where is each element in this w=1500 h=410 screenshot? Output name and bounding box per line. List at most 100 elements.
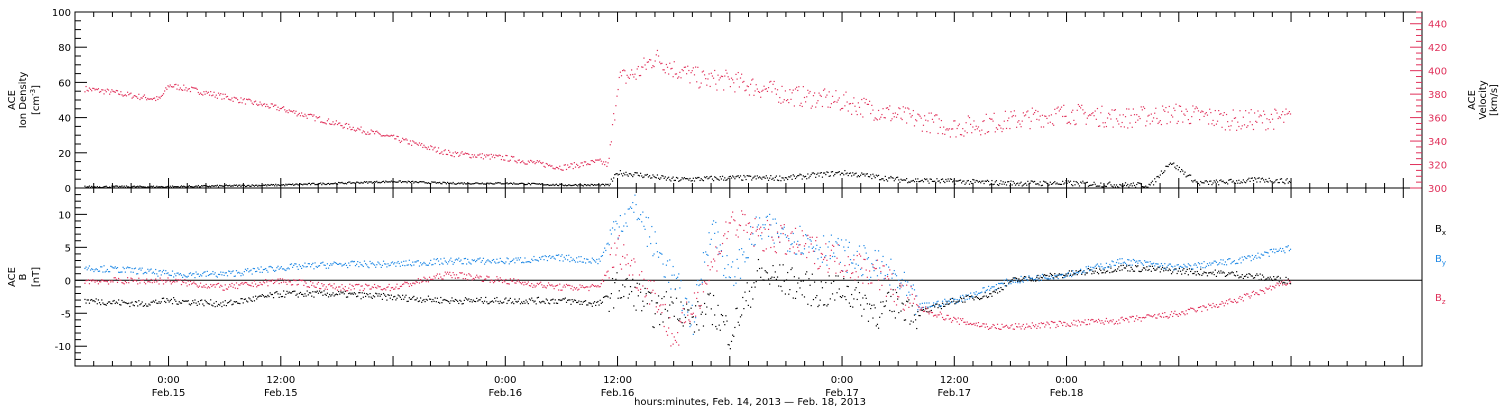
- b-series-1-point: [1262, 254, 1265, 256]
- b-series-0-point: [166, 298, 168, 300]
- density-series-point: [398, 180, 400, 182]
- b-series-2-point: [375, 286, 377, 289]
- b-series-0-point: [185, 300, 187, 302]
- b-series-0-point: [517, 300, 519, 302]
- density-series-point: [296, 183, 298, 185]
- velocity-series-point: [1192, 105, 1194, 107]
- velocity-series-point: [140, 97, 142, 99]
- density-series-point: [1218, 184, 1220, 186]
- b-series-2-point: [118, 277, 120, 280]
- velocity-series-point: [670, 68, 672, 70]
- velocity-series-point: [1284, 114, 1286, 116]
- b-series-0-point: [426, 299, 428, 301]
- b-series-1-point: [544, 255, 546, 257]
- b-series-1-point: [769, 213, 771, 216]
- velocity-series-point: [1166, 123, 1168, 125]
- b-series-1-point: [643, 225, 645, 227]
- velocity-series-point: [85, 85, 87, 88]
- velocity-series-point: [995, 127, 998, 129]
- b-series-1-point: [498, 261, 500, 263]
- b-series-1-point: [1062, 273, 1064, 276]
- b-series-1-point: [880, 272, 882, 274]
- top-panel-frame: [74, 11, 1423, 189]
- density-series-point: [718, 179, 720, 181]
- b-series-0-point: [785, 279, 788, 281]
- density-series-point: [295, 183, 297, 185]
- b-series-0-point: [314, 291, 316, 293]
- b-series-2-point: [243, 282, 245, 284]
- b-series-0-point: [920, 309, 922, 311]
- b-series-1-point: [178, 274, 180, 276]
- b-series-0-point: [335, 293, 337, 295]
- velocity-series-point: [1163, 109, 1165, 111]
- b-series-1-point: [675, 277, 678, 280]
- b-series-0-point: [1215, 275, 1218, 277]
- velocity-series-point: [1209, 108, 1211, 110]
- velocity-series-point: [397, 135, 399, 138]
- b-series-0-point: [152, 300, 155, 302]
- b-series-1-point: [665, 264, 668, 266]
- velocity-series-point: [936, 114, 938, 116]
- density-series-point: [249, 185, 251, 188]
- b-series-1-point: [469, 262, 471, 264]
- b-series-0-point: [101, 299, 103, 301]
- velocity-series-point: [1124, 116, 1127, 118]
- b-series-1-point: [584, 262, 587, 264]
- velocity-series-point: [314, 120, 316, 122]
- velocity-series-point: [357, 127, 359, 129]
- b-series-1-point: [432, 263, 434, 266]
- b-series-0-point: [284, 296, 286, 298]
- b-series-0-point: [820, 281, 822, 283]
- density-series-point: [229, 184, 231, 186]
- velocity-series-point: [595, 159, 597, 161]
- velocity-series-point: [1206, 114, 1209, 116]
- b-series-0-point: [414, 299, 416, 301]
- b-series-1-point: [122, 266, 124, 268]
- b-series-1-point: [758, 217, 761, 219]
- b-series-0-point: [543, 301, 545, 303]
- density-series-point: [197, 184, 199, 187]
- b-series-1-point: [816, 244, 818, 246]
- density-series-point: [159, 186, 161, 188]
- b-series-0-point: [186, 300, 188, 302]
- b-series-0-point: [560, 299, 562, 302]
- b-series-0-point: [871, 304, 873, 307]
- b-series-0-point: [572, 301, 574, 303]
- b-series-1-point: [782, 228, 784, 230]
- b-series-0-point: [379, 295, 381, 297]
- b-series-0-point: [94, 301, 96, 303]
- b-series-0-point: [373, 296, 376, 298]
- b-series-1-point: [619, 214, 621, 217]
- density-series-point: [1042, 180, 1045, 182]
- density-series-point: [1245, 182, 1247, 184]
- b-series-2-point: [339, 286, 341, 288]
- b-series-0-point: [861, 315, 863, 317]
- velocity-series-point: [781, 85, 783, 88]
- b-series-1-point: [208, 274, 211, 276]
- velocity-series-point: [706, 84, 708, 86]
- density-series-point: [1174, 166, 1176, 168]
- b-series-0-point: [1219, 272, 1221, 274]
- b-series-2-point: [130, 277, 132, 279]
- density-series-point: [112, 185, 114, 187]
- density-series-point: [941, 178, 944, 180]
- b-series-1-point: [322, 261, 324, 263]
- b-series-1-point: [371, 262, 373, 264]
- density-series-point: [615, 173, 617, 175]
- b-series-0-point: [403, 298, 405, 300]
- b-series-1-point: [1207, 264, 1210, 267]
- b-series-1-point: [577, 261, 579, 263]
- x-tick-time: 0:00: [831, 375, 853, 386]
- b-series-0-point: [391, 298, 394, 301]
- velocity-series-point: [972, 126, 974, 128]
- b-series-2-point: [225, 288, 227, 290]
- b-series-1-point: [476, 259, 478, 262]
- velocity-series-point: [985, 113, 987, 115]
- velocity-series-point: [1059, 108, 1062, 110]
- b-series-1-point: [902, 285, 904, 287]
- b-series-1-point: [604, 247, 606, 249]
- velocity-series-point: [497, 155, 499, 157]
- b-series-1-point: [712, 220, 715, 222]
- b-series-0-point: [458, 302, 460, 305]
- b-series-0-point: [550, 299, 552, 301]
